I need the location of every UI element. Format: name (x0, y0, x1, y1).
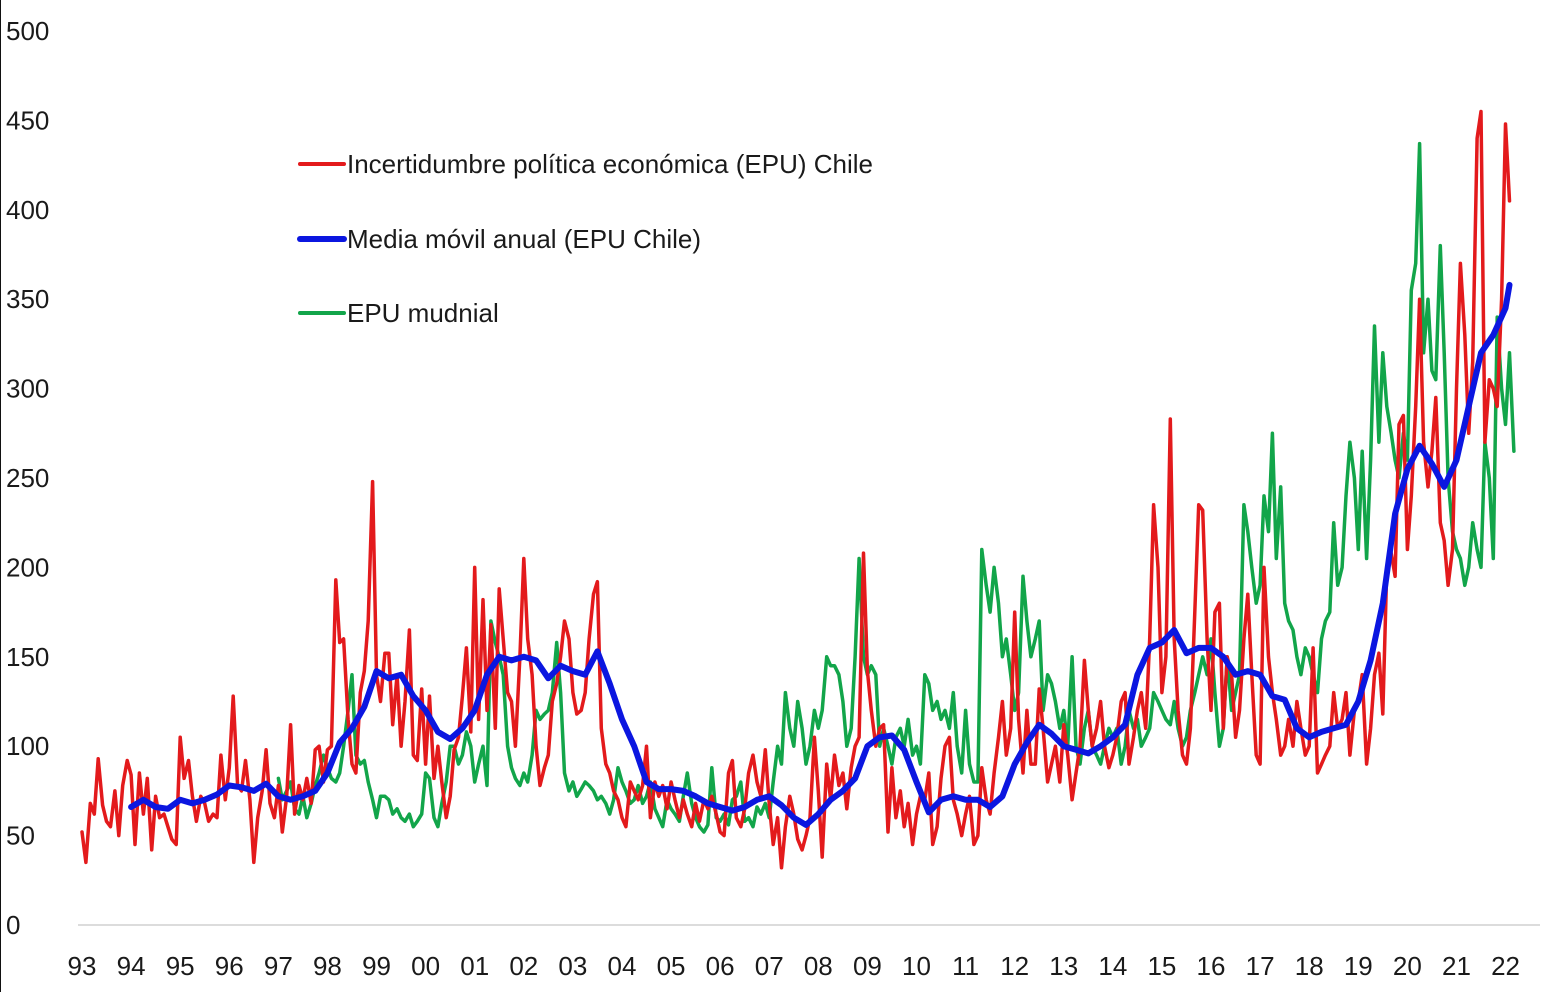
x-tick-label: 04 (608, 951, 637, 981)
y-tick-label: 400 (6, 195, 49, 225)
y-tick-label: 350 (6, 284, 49, 314)
legend-item-moving-average: Media móvil anual (EPU Chile) (297, 224, 701, 254)
x-tick-label: 98 (313, 951, 342, 981)
x-tick-label: 94 (117, 951, 146, 981)
legend-label: EPU mudnial (347, 298, 499, 328)
x-tick-label: 02 (509, 951, 538, 981)
x-tick-label: 21 (1442, 951, 1471, 981)
y-tick-label: 50 (6, 821, 35, 851)
y-tick-label: 200 (6, 552, 49, 582)
x-tick-label: 17 (1246, 951, 1275, 981)
x-tick-label: 12 (1000, 951, 1029, 981)
legend: Incertidumbre política económica (EPU) C… (297, 149, 873, 328)
x-axis-ticks: 93 94 95 96 97 98 99 00 01 02 03 04 05 06 07 08 09 10 11 12… (68, 951, 1520, 981)
x-tick-label: 14 (1098, 951, 1127, 981)
x-tick-label: 97 (264, 951, 293, 981)
x-tick-label: 15 (1147, 951, 1176, 981)
x-tick-label: 06 (706, 951, 735, 981)
y-tick-label: 250 (6, 463, 49, 493)
x-tick-label: 09 (853, 951, 882, 981)
x-tick-label: 05 (657, 951, 686, 981)
legend-label: Incertidumbre política económica (EPU) C… (347, 149, 873, 179)
x-tick-label: 16 (1197, 951, 1226, 981)
x-tick-label: 19 (1344, 951, 1373, 981)
series-group (80, 109, 1516, 870)
y-tick-label: 0 (6, 910, 20, 940)
x-tick-label: 96 (215, 951, 244, 981)
x-tick-label: 03 (558, 951, 587, 981)
x-tick-label: 93 (68, 951, 97, 981)
x-tick-label: 01 (460, 951, 489, 981)
moving-average-line (128, 281, 1513, 828)
legend-item-epu-chile: Incertidumbre política económica (EPU) C… (298, 149, 873, 179)
x-tick-label: 22 (1491, 951, 1520, 981)
x-tick-label: 10 (902, 951, 931, 981)
x-tick-label: 18 (1295, 951, 1324, 981)
x-tick-label: 13 (1049, 951, 1078, 981)
x-tick-label: 11 (952, 951, 979, 981)
legend-item-epu-global: EPU mudnial (298, 298, 499, 328)
epu-chile-line (80, 109, 1512, 870)
x-tick-label: 07 (755, 951, 784, 981)
y-tick-label: 300 (6, 374, 49, 404)
x-tick-label: 00 (411, 951, 440, 981)
x-tick-label: 95 (166, 951, 195, 981)
x-tick-label: 20 (1393, 951, 1422, 981)
y-tick-label: 100 (6, 731, 49, 761)
y-axis-ticks: 0 50 100 150 200 250 300 350 400 450 500 (6, 16, 49, 940)
y-tick-label: 500 (6, 16, 49, 46)
y-tick-label: 450 (6, 105, 49, 135)
y-tick-label: 150 (6, 642, 49, 672)
x-tick-label: 08 (804, 951, 833, 981)
x-tick-label: 99 (362, 951, 391, 981)
legend-label: Media móvil anual (EPU Chile) (347, 224, 701, 254)
